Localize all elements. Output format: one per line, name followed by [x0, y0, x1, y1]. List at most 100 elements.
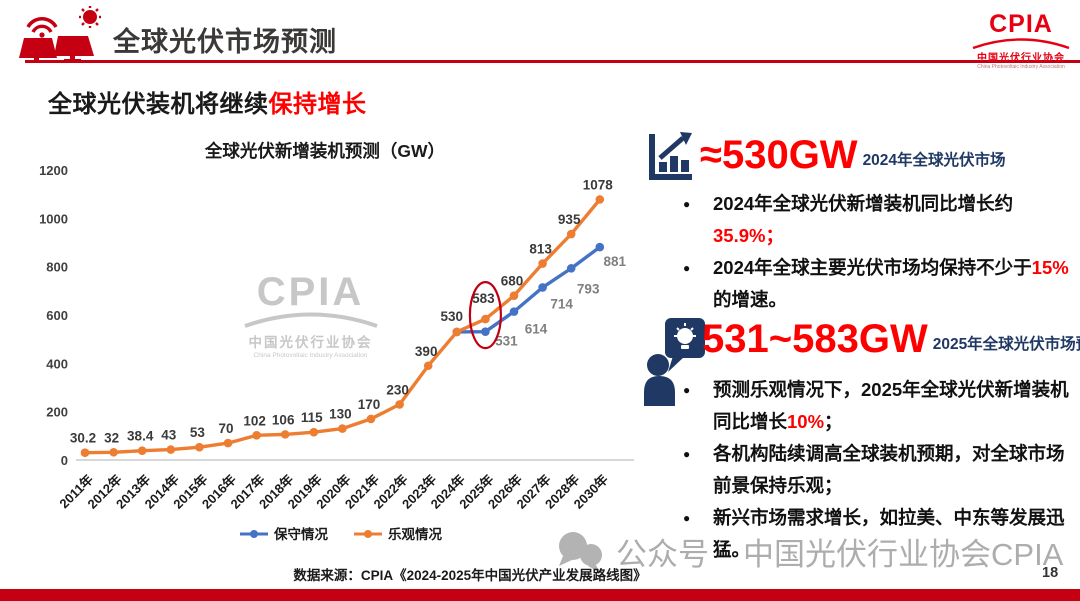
data-point — [481, 327, 490, 336]
forecast-line-chart: 全球光伏新增装机预测（GW）0200400600800100012002011年… — [39, 141, 634, 542]
data-point — [566, 229, 576, 239]
chart-title: 全球光伏新增装机预测（GW） — [204, 141, 445, 161]
headline-2024: ≈530GW 2024年全球光伏市场 — [700, 133, 1006, 177]
slide-subtitle: 全球光伏装机将继续保持增长 — [48, 84, 367, 119]
cpia-logo: CPIA 中国光伏行业协会 China Photovoltaic Industr… — [966, 12, 1076, 70]
wechat-icon — [559, 531, 602, 573]
legend-label: 乐观情况 — [388, 526, 442, 542]
data-point — [309, 427, 319, 437]
data-label: 30.2 — [70, 431, 96, 446]
chart-watermark: CPIA 中国光伏行业协会 China Photovoltaic Industr… — [238, 272, 383, 359]
y-tick: 200 — [46, 405, 68, 420]
data-point — [395, 400, 404, 409]
page-title: 全球光伏市场预测 — [113, 27, 337, 57]
data-point — [538, 283, 547, 292]
headline-2025-caption: 2025年全球光伏市场预测 — [932, 336, 1080, 353]
data-label: 813 — [529, 242, 552, 257]
data-point — [195, 442, 204, 452]
data-label: 70 — [218, 421, 233, 436]
data-label: 230 — [386, 382, 409, 397]
bullet-marker: ● — [683, 261, 691, 275]
data-label: 531 — [495, 334, 518, 349]
y-tick: 1000 — [39, 211, 68, 226]
data-point — [280, 430, 290, 439]
solar-panel-icon — [19, 6, 101, 62]
y-tick: 600 — [46, 308, 68, 323]
headline-2025: 531~583GW 2025年全球光伏市场预测 — [702, 317, 1080, 361]
header-divider — [25, 60, 1080, 63]
bullet-marker: ● — [683, 511, 691, 525]
bullet-marker: ● — [683, 197, 691, 211]
bullet-item: ● 新兴市场需求增长，如拉美、中东等发展迅 猛。 — [680, 502, 1080, 566]
data-label: 1078 — [583, 177, 614, 192]
chart-watermark-arc — [243, 312, 378, 328]
data-point — [595, 242, 605, 252]
data-label: 714 — [550, 296, 573, 311]
data-label: 32 — [104, 430, 119, 445]
data-point — [109, 447, 118, 457]
y-tick: 0 — [61, 453, 68, 468]
data-label: 53 — [190, 425, 206, 440]
data-point — [509, 291, 519, 300]
data-point — [252, 431, 261, 440]
series-line-保守情况 — [455, 245, 602, 334]
bullet-item: ● 2024年全球光伏新增装机同比增长约35.9%； — [680, 188, 1080, 252]
data-label: 115 — [301, 410, 323, 425]
bullet-item: ● 各机构陆续调高全球装机预期，对全球市场 前景保持乐观； — [680, 438, 1080, 502]
data-point — [481, 314, 490, 324]
highlight-ellipse — [468, 281, 502, 350]
bullet-list-2025: ● 预测乐观情况下，2025年全球光伏新增装机 同比增长10%； ● 各机构陆续调高全… — [680, 374, 1080, 566]
data-point — [423, 361, 433, 371]
data-label: 130 — [329, 407, 352, 422]
logo-arc — [972, 38, 1070, 50]
headline-2024-caption: 2024年全球光伏市场 — [862, 152, 1006, 169]
data-label: 170 — [358, 397, 381, 412]
data-point — [137, 446, 147, 456]
y-tick: 800 — [46, 260, 68, 275]
bar-chart-growth-icon — [649, 132, 692, 180]
bullet-item: ● 预测乐观情况下，2025年全球光伏新增装机 同比增长10%； — [680, 374, 1080, 438]
logo-en-text: China Photovoltaic Industry Association — [977, 64, 1065, 70]
legend-marker — [250, 530, 258, 538]
data-label: 43 — [161, 428, 177, 443]
data-label: 530 — [441, 309, 464, 324]
logo-cn-text: 中国光伏行业协会 — [977, 53, 1065, 64]
headline-2025-value: 531~583GW — [702, 317, 928, 361]
data-label: 106 — [272, 412, 295, 427]
data-point — [566, 264, 576, 273]
bullet-list-2024: ● 2024年全球光伏新增装机同比增长约35.9%； ● 2024年全球主要光伏市场均… — [680, 188, 1080, 316]
data-point — [509, 307, 519, 316]
legend-label: 保守情况 — [273, 526, 328, 542]
data-point — [338, 424, 347, 433]
chart-watermark-brand: CPIA — [256, 270, 365, 314]
data-label: 680 — [501, 274, 524, 289]
subtitle-highlight: 保持增长 — [268, 91, 367, 118]
data-label: 881 — [604, 254, 627, 269]
y-tick: 400 — [46, 356, 68, 371]
data-point — [223, 438, 233, 448]
bullet-marker: ● — [683, 447, 691, 461]
bullet-item: ● 2024年全球主要光伏市场均保持不少于15% 的增速。 — [680, 252, 1080, 316]
bottom-red-bar — [0, 589, 1080, 601]
data-point — [452, 327, 462, 337]
data-label: 793 — [577, 281, 600, 296]
data-point — [166, 445, 176, 454]
watermark-text: 中国光伏行业协会CPIA — [743, 537, 1064, 572]
legend-marker — [364, 530, 372, 538]
data-label: 583 — [472, 291, 495, 306]
watermark-prefix: 公众号 — [616, 537, 709, 572]
subtitle-text: 全球光伏装机将继续 — [48, 91, 269, 118]
chart-watermark-en: China Photovoltaic Industry Association — [253, 351, 368, 359]
idea-person-icon — [644, 318, 705, 406]
chart-watermark-cn: 中国光伏行业协会 — [248, 335, 373, 350]
cpia-logo-text: CPIA — [989, 10, 1053, 38]
wechat-watermark: 公众号 中国光伏行业协会CPIA — [556, 529, 1063, 574]
data-point — [366, 414, 376, 424]
headline-2024-value: ≈530GW — [700, 133, 858, 177]
data-label: 935 — [558, 212, 581, 227]
data-label: 102 — [243, 413, 266, 428]
page-number: 18 — [1042, 565, 1059, 581]
data-label: 38.4 — [127, 429, 154, 444]
bullet-marker: ● — [683, 383, 691, 397]
data-label: 390 — [415, 344, 438, 359]
